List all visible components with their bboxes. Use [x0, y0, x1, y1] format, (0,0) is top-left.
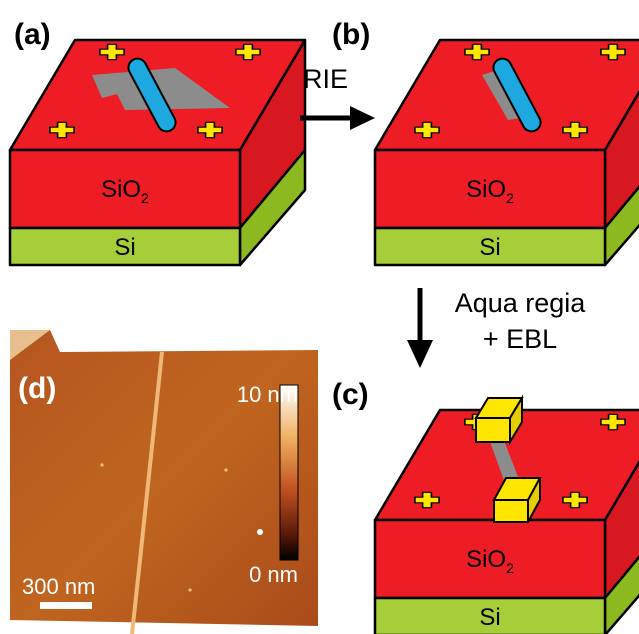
- arrow-down: [407, 288, 433, 368]
- page: SiO2SiSiO2SiSiO2Si RIE: [0, 0, 639, 634]
- panel-label: (d): [18, 372, 56, 405]
- oxide-subscript: 2: [506, 190, 514, 206]
- oxide-subscript: 2: [141, 190, 149, 206]
- substrate-label: Si: [479, 604, 500, 631]
- panel-label: (a): [14, 18, 51, 51]
- step-label: + EBL: [483, 324, 557, 354]
- scale-bar-label: 300 nm: [22, 574, 95, 599]
- oxide-text: SiO: [466, 176, 506, 203]
- colorbar-min: 0 nm: [249, 562, 298, 587]
- substrate-label: Si: [479, 234, 500, 261]
- oxide-subscript: 2: [506, 560, 514, 576]
- step-label: RIE: [303, 64, 348, 94]
- oxide-text: SiO: [101, 176, 141, 203]
- contact: [476, 398, 522, 442]
- panel-label: (b): [332, 18, 370, 51]
- panel-label: (c): [332, 378, 369, 411]
- oxide-text: SiO: [466, 546, 506, 573]
- figure: SiO2SiSiO2SiSiO2Si RIE: [0, 0, 639, 634]
- step-label: Aqua regia: [455, 288, 587, 318]
- substrate-label: Si: [114, 234, 135, 261]
- colorbar-max: 10 nm: [237, 382, 298, 407]
- arrow-rie: [300, 106, 375, 130]
